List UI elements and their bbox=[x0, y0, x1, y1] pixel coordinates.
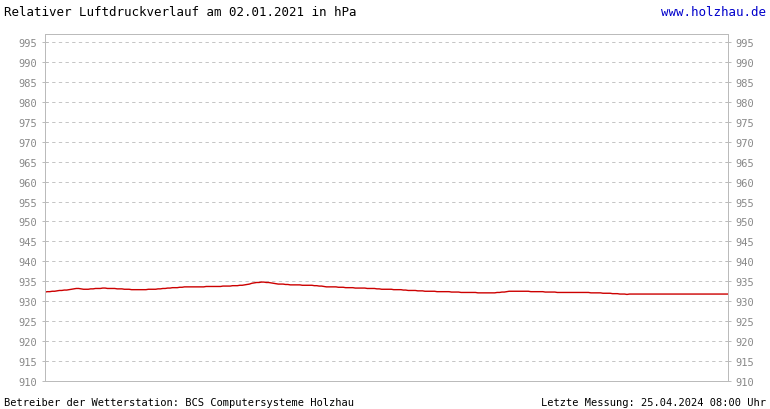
Text: Betreiber der Wetterstation: BCS Computersysteme Holzhau: Betreiber der Wetterstation: BCS Compute… bbox=[4, 397, 354, 407]
Text: Letzte Messung: 25.04.2024 08:00 Uhr: Letzte Messung: 25.04.2024 08:00 Uhr bbox=[541, 397, 766, 407]
Text: Relativer Luftdruckverlauf am 02.01.2021 in hPa: Relativer Luftdruckverlauf am 02.01.2021… bbox=[4, 6, 357, 19]
Text: www.holzhau.de: www.holzhau.de bbox=[661, 6, 766, 19]
